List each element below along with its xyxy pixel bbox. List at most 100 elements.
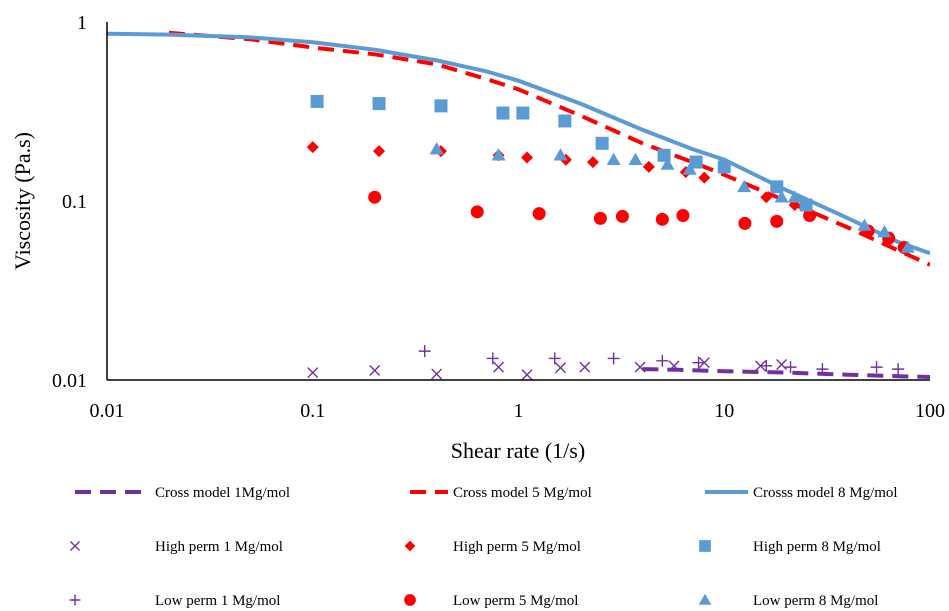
data-point [760,191,773,204]
data-point [307,367,319,379]
data-point [615,209,629,223]
data-point [548,352,561,365]
data-point [470,205,484,219]
legend-label: Cross model 5 Mg/mol [453,485,592,501]
legend: Cross model 1Mg/mol High perm 1 Mg/mol Low… [69,485,898,609]
series-points-high-perm-8-mg-mol [310,94,813,212]
data-point [429,142,444,155]
legend-label: High perm 1 Mg/mol [155,539,283,555]
data-point [496,106,510,120]
data-point [521,151,534,164]
data-point [593,211,607,225]
legend-label: Low perm 5 Mg/mol [453,593,578,609]
y-tick-label: 0.01 [52,370,87,392]
legend-item-low-perm-5-mg-mol: Low perm 5 Mg/mol [404,593,578,609]
data-point [803,208,817,222]
data-point [372,97,386,111]
data-point [698,171,711,184]
data-point [799,198,813,212]
x-tick-label: 0.1 [300,400,325,422]
data-point [642,160,655,173]
data-point [692,356,705,369]
legend-item-low-perm-1-mg-mol: Low perm 1 Mg/mol [69,593,280,609]
legend-swatch [69,594,81,606]
legend-item-crosss-model-8-mg-mol: Crosss model 8 Mg/mol [705,485,898,501]
data-point [760,359,773,372]
series-points-low-perm-5-mg-mol [368,190,911,254]
data-point [586,156,599,169]
x-tick-label: 100 [915,400,945,422]
data-point [857,218,872,231]
legend-item-high-perm-5-mg-mol: High perm 5 Mg/mol [404,539,581,555]
legend-item-cross-model-5-mg-mol: Cross model 5 Mg/mol [410,485,592,501]
data-point [900,240,915,253]
legend-swatch [404,594,416,606]
data-point [431,368,443,380]
series-points-high-perm-1-mg-mol [307,357,788,381]
data-point [656,354,669,367]
legend-item-high-perm-8-mg-mol: High perm 8 Mg/mol [699,539,881,555]
data-point [532,207,546,221]
legend-label: High perm 5 Mg/mol [453,539,581,555]
series-points-low-perm-1-mg-mol [418,345,905,376]
data-point [689,155,703,169]
series-line-cross-model-1mg-mol [642,367,930,379]
data-point [776,359,788,371]
data-point [738,216,752,230]
data-point [870,361,883,374]
data-point [784,361,797,374]
data-point [787,190,802,203]
data-point [606,152,621,165]
data-point [579,361,591,373]
x-axis-title: Shear rate (1/s) [451,438,585,463]
data-point [607,352,620,365]
data-point [369,365,381,376]
axes [106,22,930,381]
data-point [493,361,505,373]
data-point [553,148,568,161]
legend-label: Low perm 1 Mg/mol [155,593,280,609]
legend-swatch [70,541,80,551]
data-point [668,360,680,372]
legend-swatch [699,540,711,552]
data-point [682,162,697,175]
data-point [877,225,892,238]
data-point [555,362,566,374]
data-point [737,179,752,193]
legend-item-cross-model-1mg-mol: Cross model 1Mg/mol [75,485,290,501]
x-tick-label: 1 [514,400,524,422]
legend-label: Crosss model 8 Mg/mol [753,485,898,501]
data-point [491,148,506,161]
data-point [816,363,829,376]
x-tick-label: 10 [714,400,734,422]
data-point [434,99,448,113]
data-point [676,208,690,222]
legend-item-high-perm-1-mg-mol: High perm 1 Mg/mol [70,539,283,555]
y-tick-label: 0.1 [62,191,87,213]
data-point [628,152,643,165]
series-line-cross-model-5-mg-mol [168,30,930,267]
data-point [418,345,431,358]
data-point [521,369,533,381]
data-point [770,214,784,228]
series-points-low-perm-8-mg-mol [429,142,915,253]
data-point [892,363,905,376]
data-point [660,157,675,170]
legend-swatch [698,593,712,605]
tick-labels: 0.01 0.1 1 10 100 0.01 0.1 1 [52,12,945,422]
data-point [373,145,386,158]
y-axis-title: Viscosity (Pa.s) [10,132,35,270]
data-point [486,352,499,365]
y-tick-label: 1 [77,12,87,34]
data-point [634,361,646,373]
legend-label: Low perm 8 Mg/mol [753,593,878,609]
data-point [717,160,731,174]
data-point [368,190,382,204]
x-tick-label: 0.01 [90,400,125,422]
data-point [306,141,319,154]
legend-label: Cross model 1Mg/mol [155,485,290,501]
data-point [558,114,572,128]
data-point [516,106,530,120]
legend-item-low-perm-8-mg-mol: Low perm 8 Mg/mol [698,593,878,609]
